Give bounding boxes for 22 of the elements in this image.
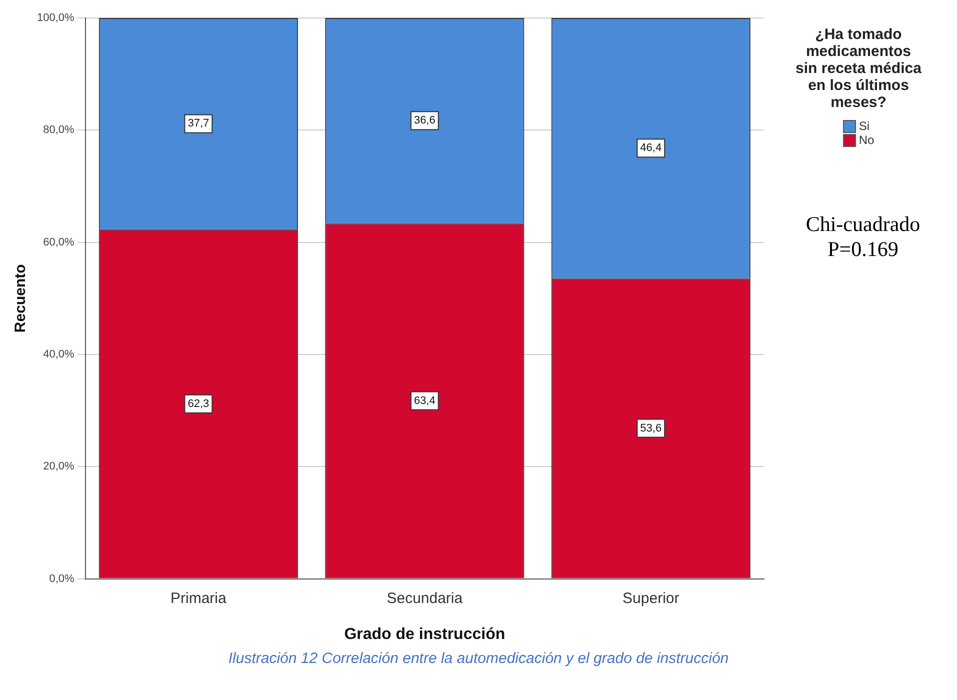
text: Chi-cuadrado P=0.169 <box>804 212 922 262</box>
data-label: 53,6 <box>640 422 662 434</box>
y-tick-label: 0,0% <box>49 572 75 585</box>
data-label: 63,4 <box>414 394 436 407</box>
data-label: 46,4 <box>640 142 662 154</box>
text: Ilustración 12 Correlación entre la automedicación y el grado de instrucción <box>227 650 730 667</box>
x-tick-label: Superior <box>622 590 680 607</box>
data-label: 37,7 <box>188 118 210 130</box>
legend-label: Si <box>858 119 870 133</box>
x-tick-label: Secundaria <box>386 590 464 607</box>
y-tick-label: 20,0% <box>43 460 75 473</box>
x-axis-title: Grado de instrucción <box>344 626 506 643</box>
y-tick-label: 80,0% <box>43 124 75 136</box>
text: No <box>858 133 874 147</box>
x-tick-label: Primaria <box>170 590 227 607</box>
data-label: 62,3 <box>188 398 210 410</box>
y-tick-label: 40,0% <box>43 348 75 361</box>
y-axis-title: Recuento <box>12 264 30 333</box>
y-tick-label: 60,0% <box>43 236 75 248</box>
data-label: 36,6 <box>414 114 436 127</box>
y-tick-label: 100,0% <box>36 12 75 24</box>
legend-title: ¿Ha tomado medicamentos sin receta médica en los últimos meses? <box>794 26 922 111</box>
